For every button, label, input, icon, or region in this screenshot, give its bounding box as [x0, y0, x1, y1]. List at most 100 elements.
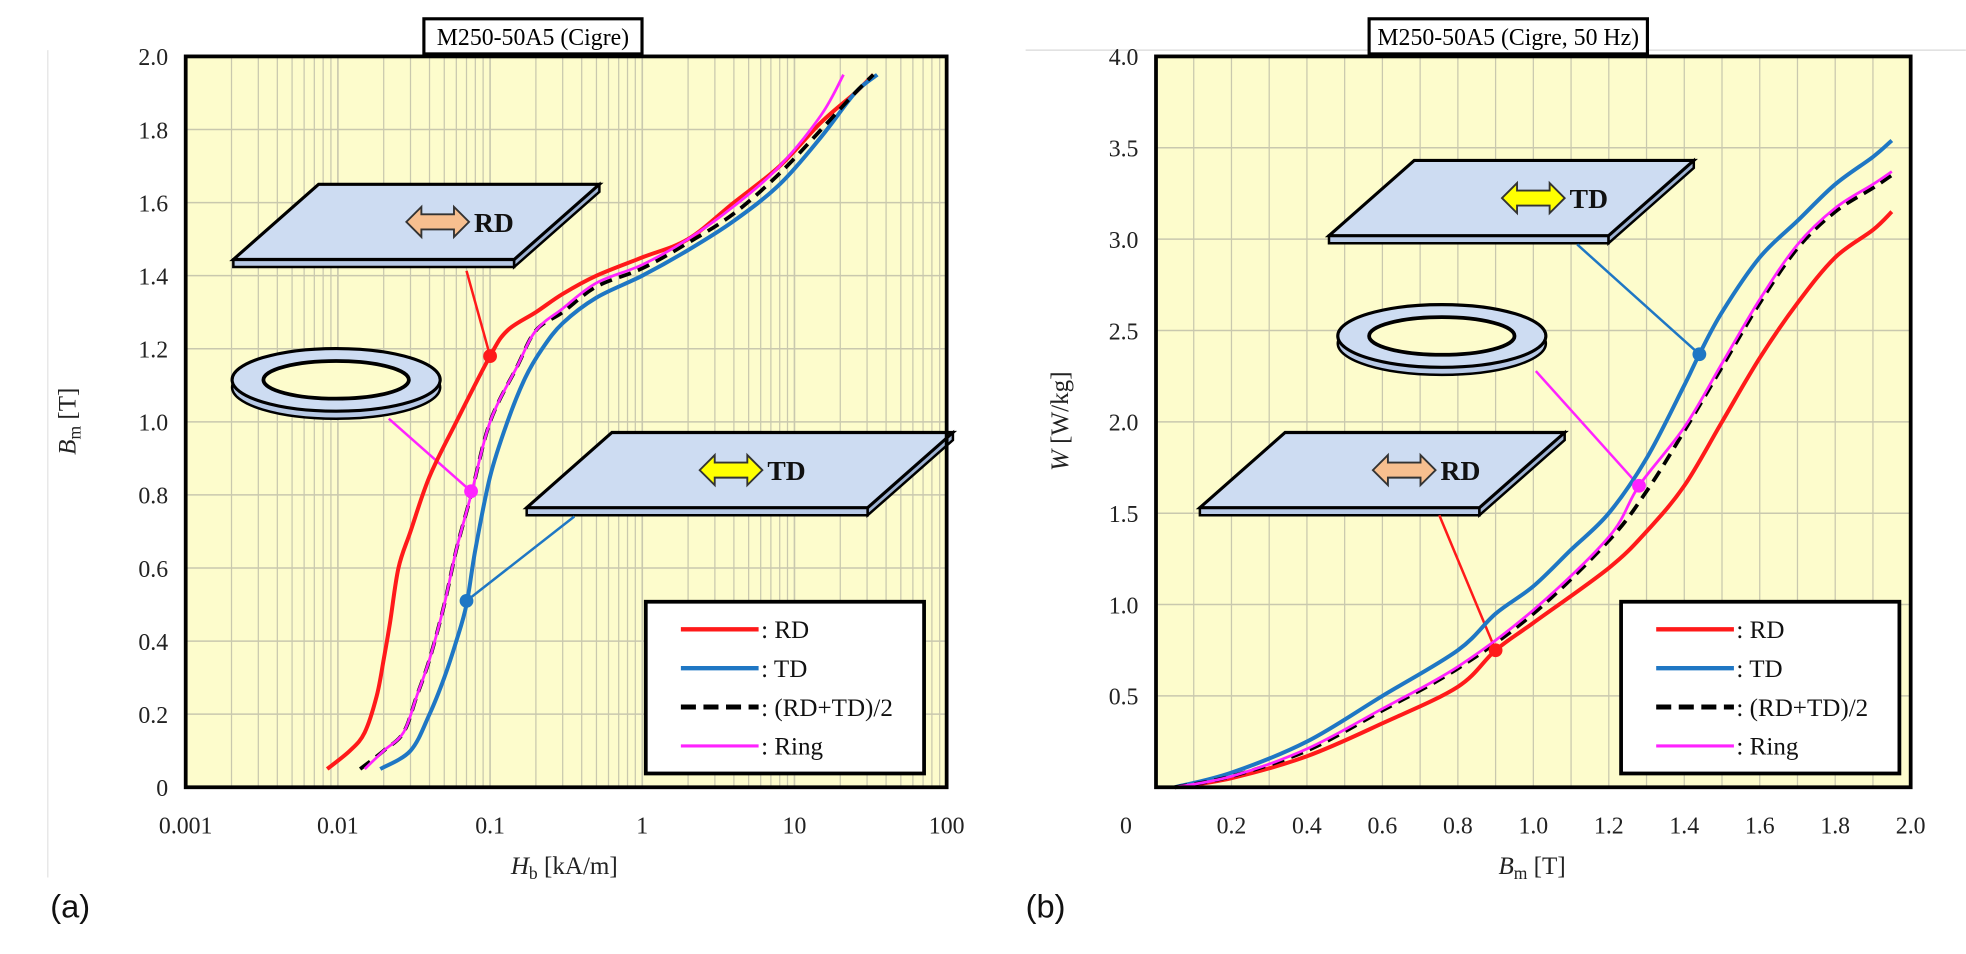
legend-label: : RD: [1736, 617, 1784, 644]
legend-label: : TD: [761, 656, 807, 683]
series-a: [325, 73, 879, 771]
x-tick-label: 0.6: [1368, 814, 1398, 840]
x-tick-label: 0.1: [475, 814, 505, 840]
plot-frame-a: [183, 54, 949, 790]
ticks-b: 0 0.2 0.4 0.6 0.8 1.0 1.2 1.4 1.6 1.8 2.0 0.5 1.0 1.5…: [1109, 45, 1926, 839]
x-tick-label: 1.6: [1745, 814, 1775, 840]
y-axis-label-a: Bm [T]: [54, 388, 84, 455]
direction-label: RD: [1441, 455, 1481, 486]
y-tick-label: 1.2: [138, 338, 168, 364]
grid-a: [184, 56, 947, 788]
markers-a: [459, 349, 497, 608]
marker-ring: [464, 484, 478, 499]
leader-line: [465, 270, 492, 357]
x-tick-label: 1.2: [1594, 814, 1624, 840]
series-line-td: [1174, 138, 1894, 790]
markers-b: [1488, 347, 1707, 658]
double-arrow-icon: [1500, 180, 1567, 216]
x-tick-label: 0.001: [159, 814, 213, 840]
marker-rd: [1488, 643, 1503, 658]
y-tick-label: 1.0: [138, 411, 168, 437]
chart-title-b: M250-50A5 (Cigre, 50 Hz): [1367, 17, 1649, 56]
double-arrow-icon: [405, 204, 471, 240]
x-tick-label: 1: [636, 814, 648, 840]
series-line-rd: [1174, 210, 1894, 790]
marker-ring: [1632, 478, 1646, 493]
x-tick-label: 1.4: [1669, 814, 1699, 840]
chart-title-a: M250-50A5 (Cigre): [422, 17, 644, 56]
rd-plate-sample: RD: [1195, 429, 1569, 519]
x-tick-label: 0.4: [1292, 814, 1322, 840]
y-tick-label: 0.5: [1109, 685, 1139, 711]
ring-sample: [1336, 303, 1548, 377]
panel-label-b: (b): [1026, 888, 1066, 925]
series-line-rd: [325, 73, 875, 771]
illustrations-b: TD RD: [1195, 157, 1701, 651]
double-arrow-icon: [1371, 452, 1437, 488]
legend-b: : RD : TD : (RD+TD)/2 : Ring: [1619, 599, 1902, 776]
y-tick-label: 2.0: [138, 45, 168, 71]
x-tick-label: 0.01: [317, 814, 359, 840]
y-tick-label: 2.0: [1109, 411, 1139, 437]
series-line-avg: [358, 73, 875, 771]
y-tick-label: 0.8: [138, 484, 168, 510]
y-tick-label: 1.4: [138, 264, 168, 290]
y-tick-label: 0: [156, 776, 168, 802]
x-tick-label: 0.2: [1217, 814, 1247, 840]
y-tick-label: 1.6: [138, 191, 168, 217]
x-tick-label: 1.8: [1820, 814, 1850, 840]
legend-label: : Ring: [761, 734, 823, 761]
plot-frame-b: [1154, 54, 1913, 790]
direction-label: RD: [474, 207, 514, 238]
marker-td: [459, 594, 474, 608]
y-axis-label-b: W [W/kg]: [1047, 371, 1074, 471]
illustrations-a: RD TD: [229, 181, 958, 602]
ticks-a: 0.001 0.01 0.1 1 10 100 0 0.2 0.4 0.6 0.8 1.0 1.2 1.4…: [138, 45, 964, 839]
series-line-ring: [1174, 170, 1893, 789]
series-b: [1174, 138, 1894, 790]
y-tick-label: 3.5: [1109, 137, 1139, 163]
chart-b: TD RD 0 0.2 0.4 0.6 0.8 1.0 1.2 1.4 1.6 1.8 2.0 0.5 1…: [1026, 17, 1926, 925]
leader-line: [387, 417, 472, 493]
x-tick-label: 100: [929, 814, 965, 840]
y-tick-label: 1.8: [138, 118, 168, 144]
legend-a: : RD: TD: (RD+TD)/2: Ring: [643, 599, 926, 776]
y-tick-label: 1.0: [1109, 593, 1139, 619]
y-tick-label: 1.5: [1109, 502, 1139, 528]
x-axis-label-a: Hb [kA/m]: [510, 853, 618, 883]
direction-label: TD: [1570, 183, 1608, 214]
leader-line: [1438, 514, 1497, 651]
marker-td: [1692, 347, 1707, 362]
y-tick-label: 0.2: [138, 703, 168, 729]
rd-plate-sample: RD: [229, 181, 604, 270]
series-line-avg: [1174, 173, 1893, 790]
series-line-ring: [363, 74, 845, 770]
ring-sample: [230, 346, 442, 420]
y-tick-label: 3.0: [1109, 228, 1139, 254]
legend-label: : TD: [1736, 656, 1782, 683]
chart-a: RD TD 0.001 0.01 0.1 1 10 100 0 0.2 0.4 0.6 0.8 1.0 1…: [50, 17, 964, 925]
legend-label: : RD: [761, 617, 809, 644]
x-tick-label: 2.0: [1896, 814, 1926, 840]
panel-label-a: (a): [50, 888, 90, 925]
chart-title-text: M250-50A5 (Cigre): [437, 25, 629, 51]
chart-title-text: M250-50A5 (Cigre, 50 Hz): [1377, 25, 1639, 51]
y-tick-label: 4.0: [1109, 45, 1139, 71]
legend-label: : (RD+TD)/2: [1736, 695, 1868, 722]
leader-line: [465, 515, 576, 602]
x-tick-label: 10: [783, 814, 807, 840]
series-line-td: [379, 73, 879, 771]
td-plate-sample: TD: [522, 429, 958, 519]
x-tick-label: 0.8: [1443, 814, 1473, 840]
leader-line: [1576, 243, 1701, 356]
x-axis-label-b: Bm [T]: [1498, 853, 1565, 883]
x-tick-label: 1.0: [1518, 814, 1548, 840]
legend-label: : Ring: [1736, 734, 1798, 761]
double-arrow-icon: [698, 452, 764, 488]
direction-label: TD: [767, 455, 805, 486]
y-tick-label: 0.6: [138, 557, 168, 583]
marker-rd: [483, 349, 497, 363]
y-tick-label: 0.4: [138, 630, 168, 656]
y-tick-label: 2.5: [1109, 319, 1139, 345]
